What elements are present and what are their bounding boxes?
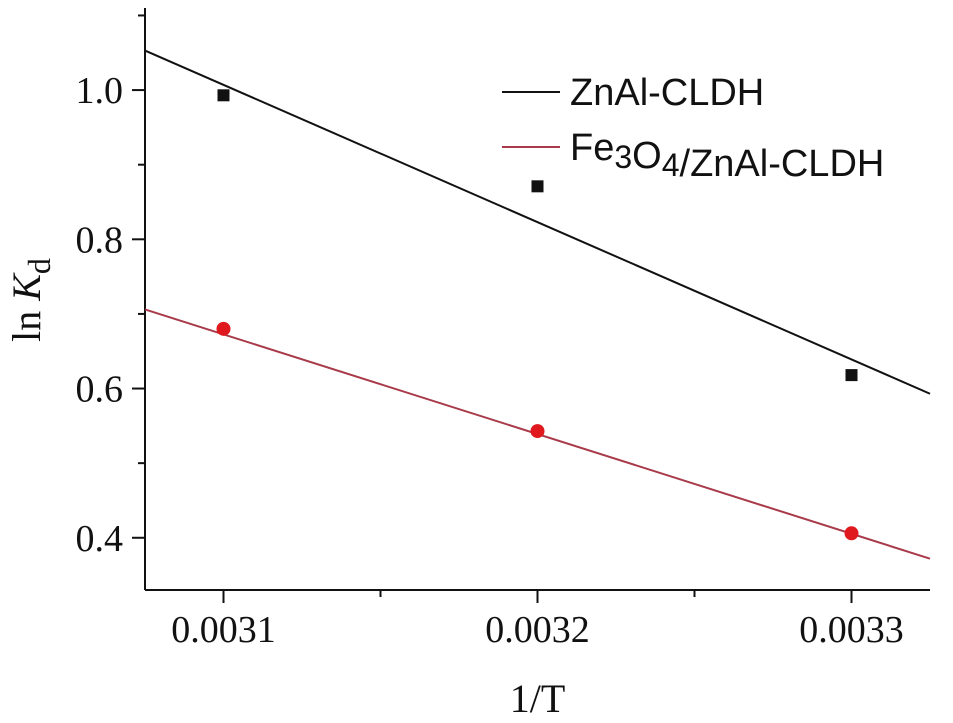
data-point-square [531, 180, 544, 193]
data-point-circle [530, 424, 545, 439]
axis-titles: 1/T ln Kd [4, 258, 565, 721]
y-tick-label: 0.8 [76, 219, 124, 261]
y-axis-title: ln Kd [4, 258, 57, 342]
y-tick-label: 1.0 [76, 70, 124, 112]
x-tick-label: 0.0031 [171, 609, 276, 651]
legend-label-series-2: Fe3O4/ZnAl-CLDH [570, 127, 884, 185]
y-axis-title-subscript: d [21, 258, 57, 274]
fit-lines [144, 49, 931, 560]
legend: ZnAl-CLDH Fe3O4/ZnAl-CLDH [502, 72, 884, 185]
data-point-square [845, 369, 858, 382]
y-tick-label: 0.4 [76, 518, 124, 560]
legend-label-series-1: ZnAl-CLDH [570, 72, 764, 114]
y-axis-title-italic: K [4, 272, 49, 302]
x-tick-label: 0.0033 [799, 609, 904, 651]
x-axis-title: 1/T [510, 676, 566, 721]
legend-label-part: /ZnAl-CLDH [680, 143, 885, 185]
data-point-circle [844, 526, 859, 541]
legend-label-part: 3 [614, 139, 632, 175]
legend-label-part: 4 [662, 147, 680, 183]
y-tick-label: 0.6 [76, 369, 124, 411]
plot-axes: 0.0031 0.0032 0.0033 0.4 0.6 0.8 1.0 [76, 8, 930, 651]
x-tick-label: 0.0032 [485, 609, 590, 651]
legend-label-part: O [632, 135, 662, 177]
data-points [216, 89, 859, 541]
data-point-square [217, 89, 230, 102]
data-point-circle [216, 321, 231, 336]
legend-label-part: Fe [570, 127, 614, 169]
y-axis-title-prefix: ln [4, 301, 49, 342]
fit-line-series-1 [144, 49, 931, 395]
